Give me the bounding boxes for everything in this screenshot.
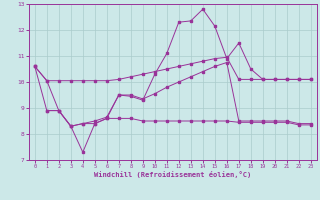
X-axis label: Windchill (Refroidissement éolien,°C): Windchill (Refroidissement éolien,°C) <box>94 171 252 178</box>
